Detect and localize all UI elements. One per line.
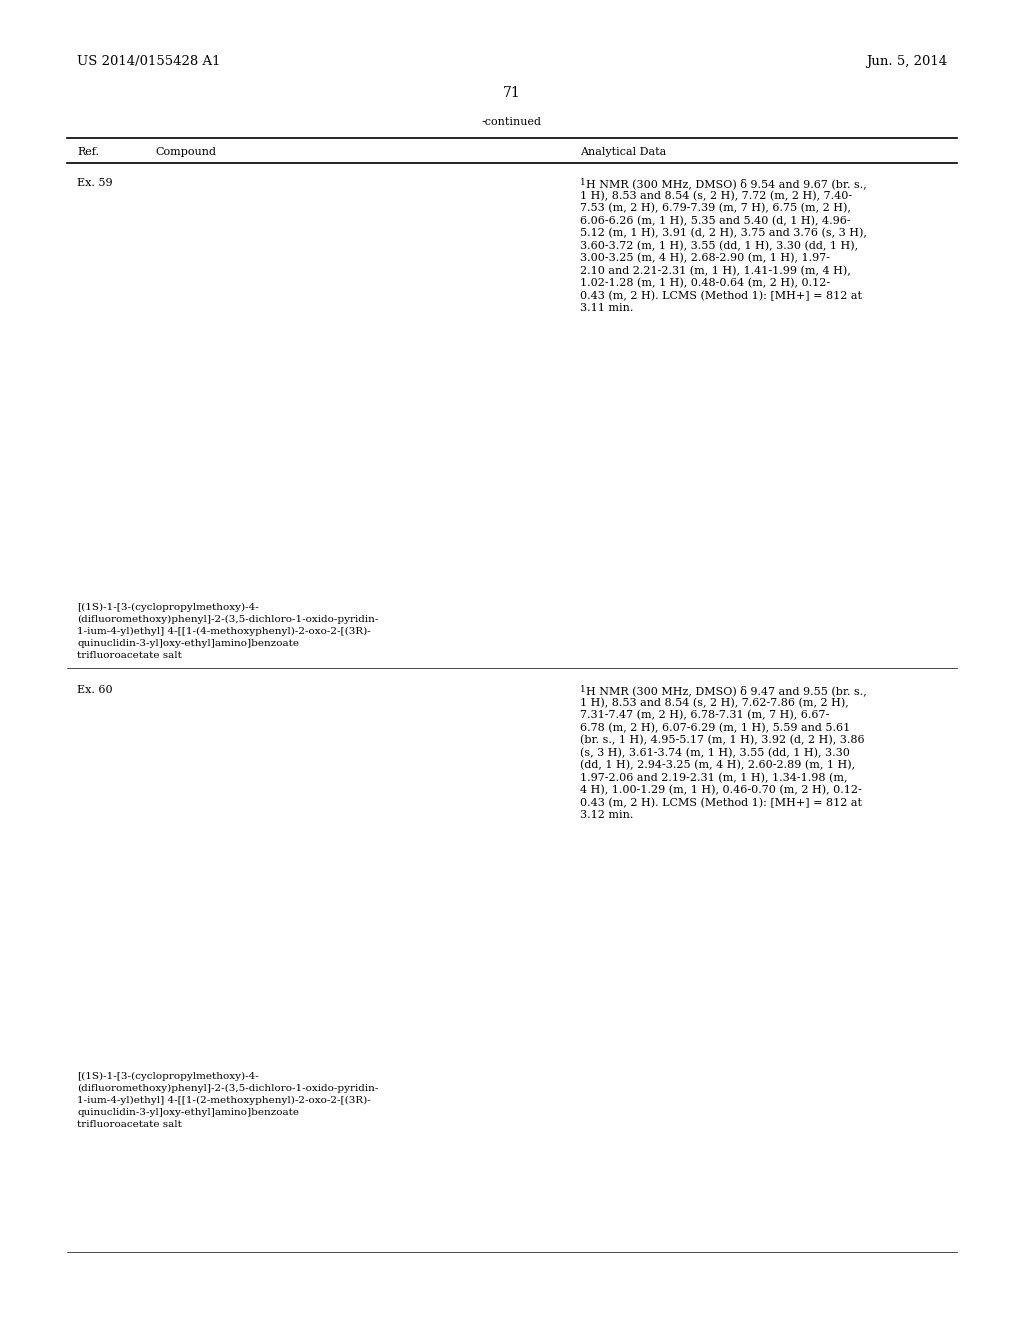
Text: quinuclidin-3-yl]oxy-ethyl]amino]benzoate: quinuclidin-3-yl]oxy-ethyl]amino]benzoat… (77, 639, 299, 648)
Text: US 2014/0155428 A1: US 2014/0155428 A1 (77, 55, 220, 69)
Text: (br. s., 1 H), 4.95-5.17 (m, 1 H), 3.92 (d, 2 H), 3.86: (br. s., 1 H), 4.95-5.17 (m, 1 H), 3.92 … (580, 735, 864, 746)
Text: -continued: -continued (482, 117, 542, 127)
Text: trifluoroacetate salt: trifluoroacetate salt (77, 1119, 182, 1129)
Text: [(1S)-1-[3-(cyclopropylmethoxy)-4-: [(1S)-1-[3-(cyclopropylmethoxy)-4- (77, 603, 259, 612)
Text: 4 H), 1.00-1.29 (m, 1 H), 0.46-0.70 (m, 2 H), 0.12-: 4 H), 1.00-1.29 (m, 1 H), 0.46-0.70 (m, … (580, 785, 862, 796)
Text: 3.60-3.72 (m, 1 H), 3.55 (dd, 1 H), 3.30 (dd, 1 H),: 3.60-3.72 (m, 1 H), 3.55 (dd, 1 H), 3.30… (580, 240, 858, 251)
Text: 2.10 and 2.21-2.31 (m, 1 H), 1.41-1.99 (m, 4 H),: 2.10 and 2.21-2.31 (m, 1 H), 1.41-1.99 (… (580, 265, 851, 276)
Text: Ex. 59: Ex. 59 (77, 178, 113, 187)
Text: 5.12 (m, 1 H), 3.91 (d, 2 H), 3.75 and 3.76 (s, 3 H),: 5.12 (m, 1 H), 3.91 (d, 2 H), 3.75 and 3… (580, 228, 867, 239)
Text: H NMR (300 MHz, DMSO) δ 9.54 and 9.67 (br. s.,: H NMR (300 MHz, DMSO) δ 9.54 and 9.67 (b… (586, 178, 866, 189)
Text: (difluoromethoxy)phenyl]-2-(3,5-dichloro-1-oxido-pyridin-: (difluoromethoxy)phenyl]-2-(3,5-dichloro… (77, 615, 379, 624)
Text: trifluoroacetate salt: trifluoroacetate salt (77, 651, 182, 660)
Text: 0.43 (m, 2 H). LCMS (Method 1): [MH+] = 812 at: 0.43 (m, 2 H). LCMS (Method 1): [MH+] = … (580, 797, 862, 808)
Text: Ref.: Ref. (77, 147, 99, 157)
Text: (difluoromethoxy)phenyl]-2-(3,5-dichloro-1-oxido-pyridin-: (difluoromethoxy)phenyl]-2-(3,5-dichloro… (77, 1084, 379, 1093)
Text: Compound: Compound (155, 147, 216, 157)
Text: 7.31-7.47 (m, 2 H), 6.78-7.31 (m, 7 H), 6.67-: 7.31-7.47 (m, 2 H), 6.78-7.31 (m, 7 H), … (580, 710, 829, 721)
Text: 1: 1 (580, 685, 586, 694)
Text: 3.11 min.: 3.11 min. (580, 304, 634, 313)
Text: 1: 1 (580, 178, 586, 187)
Text: 1-ium-4-yl)ethyl] 4-[[1-(2-methoxyphenyl)-2-oxo-2-[(3R)-: 1-ium-4-yl)ethyl] 4-[[1-(2-methoxyphenyl… (77, 1096, 371, 1105)
Text: 1 H), 8.53 and 8.54 (s, 2 H), 7.72 (m, 2 H), 7.40-: 1 H), 8.53 and 8.54 (s, 2 H), 7.72 (m, 2… (580, 190, 852, 201)
Text: 1.02-1.28 (m, 1 H), 0.48-0.64 (m, 2 H), 0.12-: 1.02-1.28 (m, 1 H), 0.48-0.64 (m, 2 H), … (580, 279, 830, 288)
Text: 1 H), 8.53 and 8.54 (s, 2 H), 7.62-7.86 (m, 2 H),: 1 H), 8.53 and 8.54 (s, 2 H), 7.62-7.86 … (580, 697, 849, 708)
Text: H NMR (300 MHz, DMSO) δ 9.47 and 9.55 (br. s.,: H NMR (300 MHz, DMSO) δ 9.47 and 9.55 (b… (586, 685, 866, 696)
Text: 1.97-2.06 and 2.19-2.31 (m, 1 H), 1.34-1.98 (m,: 1.97-2.06 and 2.19-2.31 (m, 1 H), 1.34-1… (580, 772, 848, 783)
Text: 0.43 (m, 2 H). LCMS (Method 1): [MH+] = 812 at: 0.43 (m, 2 H). LCMS (Method 1): [MH+] = … (580, 290, 862, 301)
Text: 7.53 (m, 2 H), 6.79-7.39 (m, 7 H), 6.75 (m, 2 H),: 7.53 (m, 2 H), 6.79-7.39 (m, 7 H), 6.75 … (580, 203, 851, 214)
Text: [(1S)-1-[3-(cyclopropylmethoxy)-4-: [(1S)-1-[3-(cyclopropylmethoxy)-4- (77, 1072, 259, 1081)
Text: Ex. 60: Ex. 60 (77, 685, 113, 696)
Text: 71: 71 (503, 86, 521, 100)
Text: 3.00-3.25 (m, 4 H), 2.68-2.90 (m, 1 H), 1.97-: 3.00-3.25 (m, 4 H), 2.68-2.90 (m, 1 H), … (580, 253, 830, 264)
Text: (dd, 1 H), 2.94-3.25 (m, 4 H), 2.60-2.89 (m, 1 H),: (dd, 1 H), 2.94-3.25 (m, 4 H), 2.60-2.89… (580, 760, 855, 771)
Text: Analytical Data: Analytical Data (580, 147, 667, 157)
Text: 6.06-6.26 (m, 1 H), 5.35 and 5.40 (d, 1 H), 4.96-: 6.06-6.26 (m, 1 H), 5.35 and 5.40 (d, 1 … (580, 215, 851, 226)
Text: quinuclidin-3-yl]oxy-ethyl]amino]benzoate: quinuclidin-3-yl]oxy-ethyl]amino]benzoat… (77, 1107, 299, 1117)
Text: 1-ium-4-yl)ethyl] 4-[[1-(4-methoxyphenyl)-2-oxo-2-[(3R)-: 1-ium-4-yl)ethyl] 4-[[1-(4-methoxyphenyl… (77, 627, 371, 636)
Text: (s, 3 H), 3.61-3.74 (m, 1 H), 3.55 (dd, 1 H), 3.30: (s, 3 H), 3.61-3.74 (m, 1 H), 3.55 (dd, … (580, 747, 850, 758)
Text: 6.78 (m, 2 H), 6.07-6.29 (m, 1 H), 5.59 and 5.61: 6.78 (m, 2 H), 6.07-6.29 (m, 1 H), 5.59 … (580, 722, 850, 733)
Text: Jun. 5, 2014: Jun. 5, 2014 (866, 55, 947, 69)
Text: 3.12 min.: 3.12 min. (580, 810, 634, 820)
